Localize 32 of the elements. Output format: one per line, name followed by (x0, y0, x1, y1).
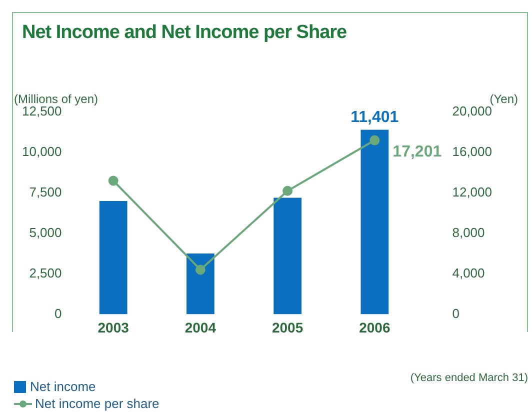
data-label: 11,401 (350, 109, 399, 126)
y-axis-title: (Millions of yen) (14, 92, 98, 106)
x-tick-label: 2005 (272, 319, 304, 336)
y2-tick-label: 4,000 (452, 265, 485, 280)
y-tick-label: 7,500 (29, 184, 62, 200)
y-tick-label: 12,500 (22, 104, 62, 119)
y2-tick-label: 16,000 (452, 144, 492, 160)
y-tick-label: 0 (54, 306, 62, 321)
chart-title: Net Income and Net Income per Share (22, 22, 347, 44)
bar (360, 130, 389, 314)
point (195, 264, 206, 275)
legend-label: Net income (30, 379, 96, 394)
y2-tick-label: 20,000 (452, 104, 492, 119)
bar (274, 198, 302, 314)
x-tick-label: 2006 (359, 319, 390, 336)
x-tick-label: 2004 (184, 319, 216, 336)
bar (99, 200, 128, 314)
y-tick-label: 10,000 (22, 144, 62, 160)
point (282, 186, 293, 196)
point (108, 176, 118, 186)
y2-tick-label: 8,000 (452, 224, 485, 240)
legend-label: Net income per share (35, 396, 160, 411)
point (370, 135, 380, 146)
y2-tick-label: 0 (452, 306, 460, 321)
y-tick-label: 2,500 (29, 265, 62, 280)
y2-axis-title: (Yen) (490, 92, 518, 106)
text: (Years ended March 31) (410, 372, 528, 384)
y2-tick-label: 12,000 (452, 184, 492, 200)
y-tick-label: 5,000 (29, 224, 62, 240)
data-label: 17,201 (392, 144, 442, 161)
x-tick-label: 2003 (98, 319, 130, 336)
bar (186, 254, 214, 314)
